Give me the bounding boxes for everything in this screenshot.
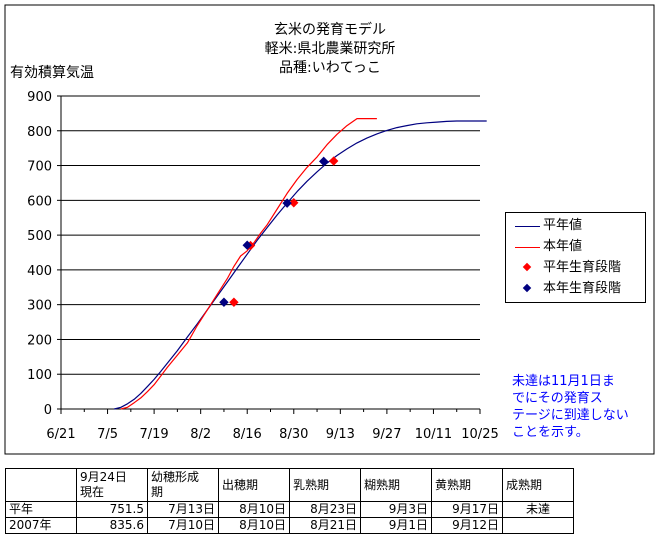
- y-tick-label: 600: [27, 194, 52, 209]
- table-cell: 2007年: [5, 517, 77, 534]
- table-cell: 7月10日: [147, 517, 219, 534]
- table-header-cell: 糊熟期: [360, 468, 432, 502]
- table-cell: 未達: [502, 501, 574, 518]
- legend-label-normal-stage: 平年生育段階: [543, 260, 622, 275]
- table-cell: 8月23日: [289, 501, 361, 518]
- series-line-1: [120, 117, 377, 410]
- x-tick-label: 8/30: [279, 427, 308, 442]
- chart-area: 0 100 200 300 400 500 600 700 800 900 6/21 7/5 7/19 8…: [4, 4, 655, 455]
- note-line: テージに到達しない: [512, 408, 629, 423]
- stage-marker: [318, 156, 329, 167]
- x-tick-label: 9/27: [372, 427, 401, 442]
- y-tick-label: 800: [27, 125, 52, 140]
- legend-label-current-stage: 本年生育段階: [543, 281, 622, 296]
- note-text: 未達は11月1日ま でにその発育ス テージに到達しない ことを示す。: [512, 373, 652, 441]
- table-cell: [502, 517, 574, 534]
- chart-svg: 0 100 200 300 400 500 600 700 800 900 6/21 7/5 7/19 8…: [4, 4, 655, 455]
- legend-label-normal: 平年値: [543, 218, 583, 233]
- y-tick-label: 500: [27, 229, 52, 244]
- legend-item-current-stage: 本年生育段階: [506, 279, 645, 299]
- legend-line-normal: [515, 226, 540, 227]
- table-header-row: 9月24日 現在 幼穂形成 期 出穂期 乳熟期 糊熟期 黄熟期 成熟期: [5, 468, 574, 502]
- table-cell: 8月10日: [218, 517, 290, 534]
- table-cell: 751.5: [76, 501, 148, 518]
- chart-title-line-1: 玄米の発育モデル: [274, 22, 386, 38]
- y-axis-label: 有効積算気温: [10, 65, 94, 81]
- y-tick-label: 900: [27, 90, 52, 105]
- legend-marker-current-stage: [522, 283, 532, 293]
- stage-marker: [282, 198, 292, 208]
- table-header-cell: 幼穂形成 期: [147, 468, 219, 502]
- note-line: ことを示す。: [512, 425, 589, 440]
- table-cell: 9月17日: [431, 501, 503, 518]
- table-cell: 835.6: [76, 517, 148, 534]
- stage-marker: [229, 297, 239, 307]
- stage-marker: [242, 240, 252, 250]
- legend: 平年値 本年値 平年生育段階 本年生育段階: [505, 212, 646, 303]
- table-cell: 8月21日: [289, 517, 361, 534]
- y-tick-label: 400: [27, 264, 52, 279]
- stage-marker: [289, 198, 299, 208]
- legend-marker-normal-stage: [522, 262, 532, 272]
- chart-title-line-3: 品種:いわてっこ: [279, 60, 381, 76]
- x-tick-label: 10/11: [415, 427, 452, 442]
- y-tick-label: 200: [27, 333, 52, 348]
- table-cell: 9月1日: [360, 517, 432, 534]
- y-tick-label: 100: [27, 368, 52, 383]
- legend-line-current: [515, 247, 540, 248]
- x-tick-label: 7/5: [97, 427, 118, 442]
- legend-label-current: 本年値: [543, 239, 583, 254]
- x-tick-label: 9/13: [326, 427, 355, 442]
- chart-title-line-2: 軽米:県北農業研究所: [264, 41, 396, 57]
- legend-item-current: 本年値: [506, 237, 645, 257]
- table-row: 2007年 835.6 7月10日 8月10日 8月21日 9月1日 9月12日: [5, 517, 574, 534]
- stage-table: 9月24日 現在 幼穂形成 期 出穂期 乳熟期 糊熟期 黄熟期 成熟期 平年 7…: [5, 468, 574, 534]
- legend-item-normal: 平年値: [506, 216, 645, 236]
- table-header-cell: 黄熟期: [431, 468, 503, 502]
- table-header-cell: 乳熟期: [289, 468, 361, 502]
- chart-frame: [4, 4, 655, 455]
- table-header-cell: 出穂期: [218, 468, 290, 502]
- table-header-cell: 9月24日 現在: [76, 468, 148, 502]
- table-header-cell: 成熟期: [502, 468, 574, 502]
- x-tick-label: 6/21: [46, 427, 75, 442]
- note-line: でにその発育ス: [512, 391, 603, 406]
- table-header-cell: [5, 468, 77, 502]
- stage-marker: [328, 156, 339, 166]
- table-cell: 8月10日: [218, 501, 290, 518]
- note-line: 未達は11月1日ま: [512, 374, 615, 389]
- y-tick-label: 300: [27, 299, 52, 314]
- y-tick-label: 700: [27, 160, 52, 175]
- series-line-0: [114, 120, 487, 410]
- table-cell: 7月13日: [147, 501, 219, 518]
- legend-item-normal-stage: 平年生育段階: [506, 258, 645, 278]
- table-cell: 9月3日: [360, 501, 432, 518]
- stage-marker: [219, 297, 229, 307]
- y-tick-label: 0: [44, 403, 52, 418]
- table-cell: 9月12日: [431, 517, 503, 534]
- x-tick-label: 8/16: [233, 427, 262, 442]
- x-tick-label: 7/19: [140, 427, 169, 442]
- table-row: 平年 751.5 7月13日 8月10日 8月23日 9月3日 9月17日 未達: [5, 501, 574, 518]
- x-tick-label: 8/2: [190, 427, 211, 442]
- x-tick-label: 10/25: [461, 427, 498, 442]
- table-cell: 平年: [5, 501, 77, 518]
